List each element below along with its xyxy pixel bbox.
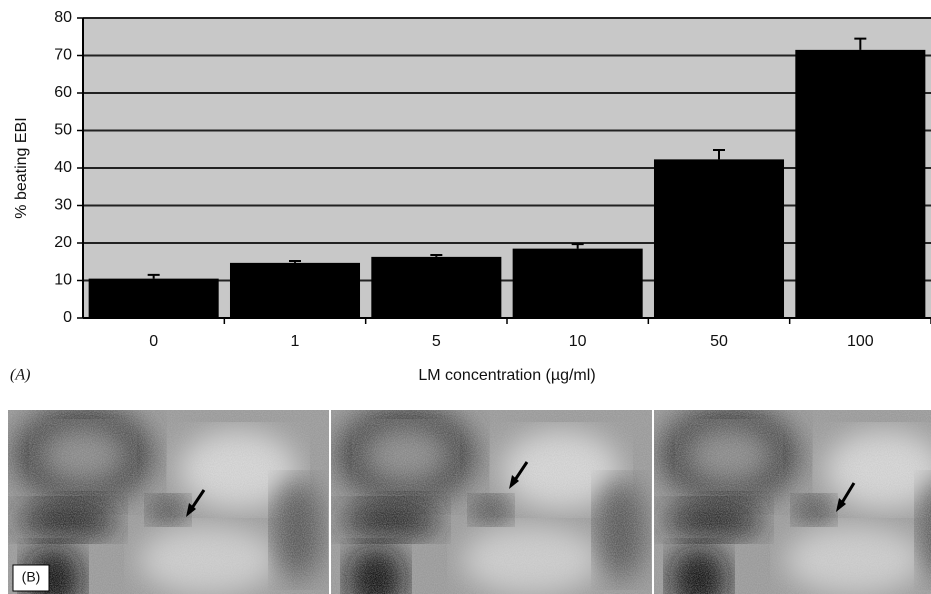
- y-tick-label: 70: [54, 47, 72, 64]
- bar: [88, 278, 219, 318]
- y-tick-label: 10: [54, 272, 72, 289]
- bar: [653, 159, 785, 318]
- panel-label-box: [12, 564, 50, 592]
- y-tick-label: 20: [54, 234, 72, 251]
- y-tick-label: 80: [54, 9, 72, 26]
- y-tick-label: 50: [54, 122, 72, 139]
- bar: [371, 256, 502, 318]
- x-tick-label: 100: [847, 333, 874, 350]
- error-bar: [713, 149, 725, 160]
- y-tick-label: 0: [63, 309, 72, 326]
- bar: [229, 262, 361, 318]
- error-bar: [430, 254, 443, 257]
- x-axis-label: LM concentration (µg/ml): [418, 367, 595, 384]
- x-tick-label: 5: [432, 333, 441, 350]
- panel-label: (B): [22, 569, 41, 585]
- error-bar: [147, 273, 160, 279]
- bar: [795, 49, 926, 318]
- micrograph: [8, 405, 330, 594]
- x-tick-label: 50: [710, 333, 728, 350]
- bar: [512, 248, 643, 318]
- x-tick-label: 10: [569, 333, 587, 350]
- panel-label: (A): [10, 367, 30, 384]
- y-tick-label: 40: [54, 159, 72, 176]
- micrograph: [331, 405, 653, 594]
- micrograph: [654, 405, 931, 594]
- error-bar: [289, 260, 301, 263]
- y-tick-label: 60: [54, 84, 72, 101]
- y-axis-label: % beating EBI: [13, 117, 30, 218]
- error-bar: [854, 37, 867, 50]
- error-bar: [571, 243, 584, 249]
- chart-a: 0 10 20 30 40 50 60 70 80 0 1 5 10 50 100: [54, 9, 931, 350]
- micrographs: (B): [8, 405, 931, 594]
- x-tick-label: 1: [291, 333, 300, 350]
- x-tick-label: 0: [149, 333, 158, 350]
- y-tick-label: 30: [54, 197, 72, 214]
